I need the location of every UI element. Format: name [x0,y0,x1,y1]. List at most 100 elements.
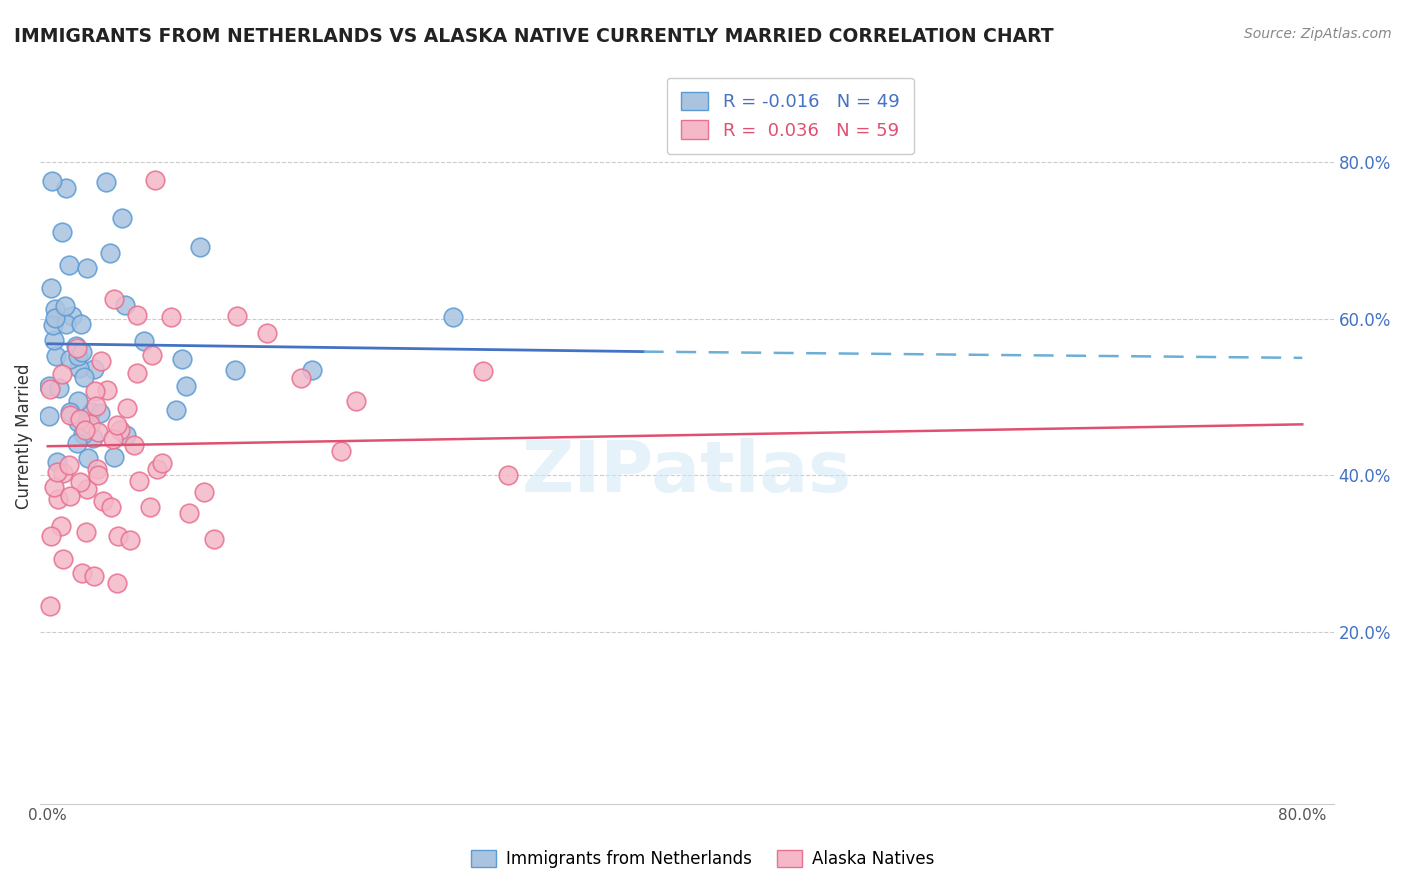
Text: IMMIGRANTS FROM NETHERLANDS VS ALASKA NATIVE CURRENTLY MARRIED CORRELATION CHART: IMMIGRANTS FROM NETHERLANDS VS ALASKA NA… [14,27,1053,45]
Y-axis label: Currently Married: Currently Married [15,363,32,508]
Point [76,260,98,275]
Point [55,180,77,194]
Point [46,465,69,479]
Point [72,427,94,442]
Point [84,399,107,413]
Point [59,408,82,422]
Point [55,317,77,331]
Point [65,436,87,450]
Point [58,458,80,472]
Point [80,405,103,419]
Point [79,417,101,431]
Point [46,455,69,469]
Point [51,225,73,239]
Point [120,533,142,548]
Point [44,302,66,317]
Point [38,599,60,613]
Point [38,379,60,393]
Point [66,349,89,363]
Point [127,308,149,322]
Point [69,317,91,331]
Point [143,173,166,187]
Point [41,174,63,188]
Point [86,462,108,476]
Point [73,369,96,384]
Point [52,466,75,480]
Point [48,381,70,395]
Point [38,409,60,423]
Point [38,382,60,396]
Point [51,552,73,566]
Point [83,361,105,376]
Point [150,456,173,470]
Point [69,411,91,425]
Point [111,211,134,226]
Point [188,239,211,253]
Point [83,384,105,399]
Point [59,490,82,504]
Point [94,175,117,189]
Point [256,326,278,340]
Point [42,334,65,348]
Point [70,566,93,580]
Point [107,528,129,542]
Point [87,425,110,440]
Point [103,450,125,465]
Point [290,371,312,385]
Point [59,405,82,419]
Point [132,334,155,348]
Point [100,500,122,515]
Point [51,368,73,382]
Point [89,406,111,420]
Point [127,367,149,381]
Point [344,394,367,409]
Point [39,281,62,295]
Point [496,467,519,482]
Point [66,416,89,430]
Point [45,349,67,363]
Point [224,363,246,377]
Point [67,360,90,375]
Point [42,480,65,494]
Point [146,462,169,476]
Point [103,292,125,306]
Point [83,569,105,583]
Point [139,500,162,514]
Point [69,475,91,490]
Point [91,493,114,508]
Point [49,519,72,533]
Point [177,506,200,520]
Point [330,444,353,458]
Point [114,298,136,312]
Point [77,451,100,466]
Point [160,310,183,324]
Point [70,345,93,359]
Point [117,401,139,415]
Point [193,484,215,499]
Point [165,402,187,417]
Point [115,427,138,442]
Point [128,474,150,488]
Point [441,310,464,324]
Point [46,491,69,506]
Point [60,310,83,324]
Point [105,576,128,591]
Point [174,378,197,392]
Point [58,258,80,272]
Point [96,383,118,397]
Point [41,318,63,332]
Point [98,246,121,260]
Point [76,483,98,497]
Point [44,311,66,326]
Point [66,394,89,409]
Point [108,423,131,437]
Point [75,423,97,437]
Point [103,432,125,446]
Point [122,438,145,452]
Point [75,525,97,540]
Point [105,418,128,433]
Point [170,352,193,367]
Point [39,529,62,543]
Point [472,363,495,377]
Text: Source: ZipAtlas.com: Source: ZipAtlas.com [1244,27,1392,41]
